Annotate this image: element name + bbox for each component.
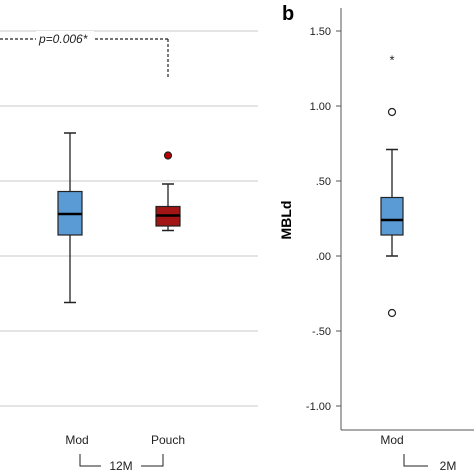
- panel-letter-b: b: [282, 3, 294, 25]
- panel-b-plot: b MBLd 1.50 1.00 .50 .00 -.50 -1.00 * Mod 2M: [278, 3, 474, 473]
- y-tick-label-3: .00: [316, 251, 331, 263]
- y-tick-label-1: 1.00: [310, 101, 331, 113]
- pvalue-backing: [36, 31, 94, 46]
- category-label-mod: Mod: [65, 433, 88, 447]
- group-label-12m: 12M: [109, 459, 132, 473]
- significance-bracket: p=0.006*: [0, 31, 169, 78]
- panel-b-boxes: *: [380, 53, 404, 318]
- panel-a-boxes: [57, 132, 181, 304]
- box-b-mod-outlier-1: [387, 308, 397, 318]
- panel-a-gridlines: [0, 30, 258, 407]
- group-bracket-right: [141, 454, 164, 467]
- panel-a-x-axis: Mod Pouch 12M: [65, 433, 185, 473]
- category-label-mod-b: Mod: [380, 433, 403, 447]
- y-tick-label-0: 1.50: [310, 26, 331, 38]
- pvalue-label: p=0.006*: [38, 32, 88, 46]
- category-label-pouch: Pouch: [151, 433, 185, 447]
- y-axis-title: MBLd: [278, 201, 294, 240]
- box-b-mod-box: [380, 196, 404, 236]
- group-bracket-left-b: [403, 454, 428, 467]
- y-tick-label-5: -1.00: [306, 401, 331, 413]
- panel-a-plot: p=0.006* Mod Pouch 12M: [0, 30, 258, 473]
- box-b-mod-extreme-0: *: [389, 53, 394, 68]
- y-tick-label-2: .50: [316, 176, 331, 188]
- group-label-2m: 2M: [440, 459, 457, 473]
- box-pouch-outlier-0: [163, 151, 173, 160]
- group-bracket-left: [79, 454, 101, 467]
- y-tick-label-4: -.50: [312, 326, 331, 338]
- panel-b-y-ticks: 1.50 1.00 .50 .00 -.50 -1.00: [306, 26, 341, 413]
- box-b-mod-outlier-0: [387, 107, 397, 117]
